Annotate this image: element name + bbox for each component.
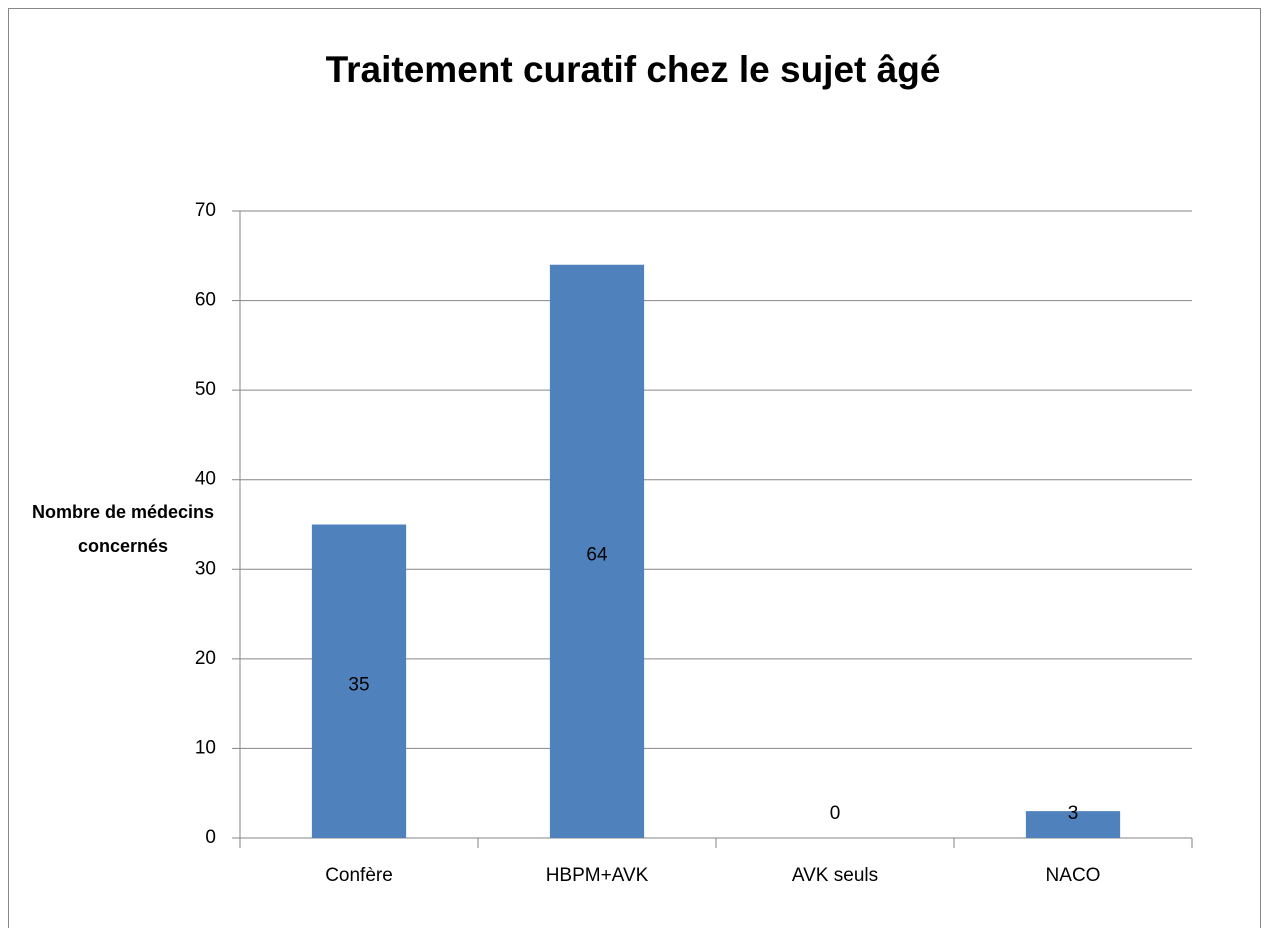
- bar: [311, 524, 407, 838]
- x-tick-label: AVK seuls: [792, 865, 878, 886]
- chart-title: Traitement curatif chez le sujet âgé: [326, 49, 941, 90]
- y-tick-label: 50: [195, 379, 216, 400]
- x-tick-label: Confère: [325, 865, 393, 886]
- y-tick-label: 20: [195, 648, 216, 669]
- x-tick-label: HBPM+AVK: [546, 865, 649, 886]
- y-tick-label: 10: [195, 737, 216, 758]
- y-axis-label: Nombre de médecins concernés: [31, 502, 215, 556]
- chart-border: [8, 8, 1261, 928]
- data-label: 0: [830, 803, 841, 824]
- data-label: 64: [586, 544, 608, 565]
- data-label: 35: [348, 674, 369, 695]
- x-tick-label: NACO: [1046, 865, 1101, 886]
- bar: [549, 264, 645, 838]
- data-label: 3: [1068, 803, 1079, 824]
- y-tick-label: 40: [195, 469, 216, 490]
- y-tick-label: 70: [195, 200, 216, 221]
- y-tick-label: 30: [195, 558, 216, 579]
- y-tick-label: 0: [205, 827, 216, 848]
- bar: [1025, 811, 1121, 838]
- y-tick-label: 60: [195, 290, 216, 311]
